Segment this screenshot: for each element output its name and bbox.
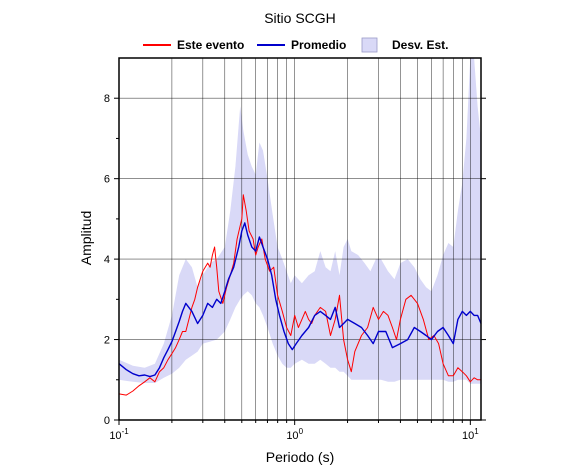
- x-tick-label: 101: [462, 427, 479, 442]
- y-tick-label: 0: [104, 415, 110, 427]
- series-line-este-evento: [118, 194, 481, 396]
- grid: [119, 58, 481, 420]
- std-band-layer: [119, 58, 481, 384]
- legend-label-este-evento: Este evento: [177, 38, 244, 52]
- y-tick-label: 6: [104, 174, 110, 186]
- plot-frame: [118, 57, 482, 421]
- legend-label-desv-est: Desv. Est.: [392, 38, 448, 52]
- x-tick-label: 10-1: [109, 427, 129, 442]
- legend-label-promedio: Promedio: [291, 38, 346, 52]
- x-axis-label: Periodo (s): [266, 449, 334, 465]
- y-tick-label: 8: [104, 93, 110, 105]
- y-tick-label: 4: [104, 254, 110, 266]
- axis-ticks: 0 2 4 6 8 10-1 100 101: [104, 93, 486, 442]
- std-band: [119, 58, 481, 384]
- legend-swatch-desv-est: [361, 37, 378, 53]
- y-tick-label: 2: [104, 335, 110, 347]
- series-line-promedio: [118, 222, 482, 378]
- y-axis-label: Amplitud: [78, 211, 94, 265]
- legend: Este evento Promedio Desv. Est.: [143, 37, 448, 53]
- chart-title: Sitio SCGH: [264, 10, 336, 26]
- x-tick-label: 100: [286, 427, 303, 442]
- series-layer: [118, 194, 482, 396]
